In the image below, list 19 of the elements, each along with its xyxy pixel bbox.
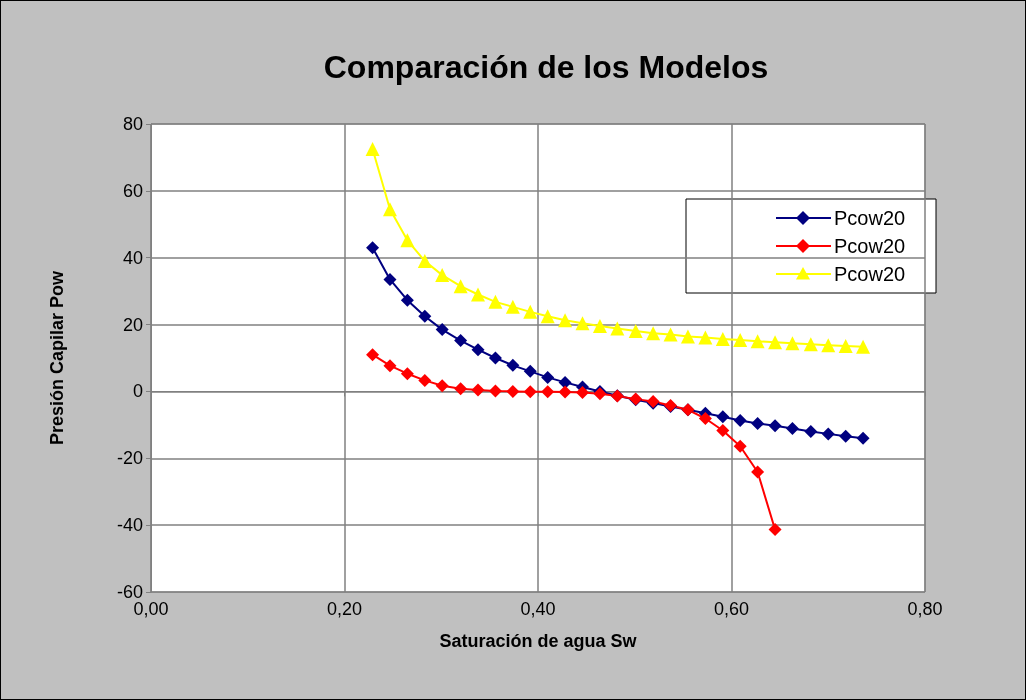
y-tick-label: 80 — [122, 114, 143, 134]
y-tick-label: -20 — [116, 448, 143, 469]
y-axis-title: Presión Capilar Pow — [47, 269, 67, 446]
y-tick-label: 40 — [122, 247, 143, 268]
x-axis-title: Saturación de agua Sw — [439, 631, 638, 651]
chart-title: Comparación de los Modelos — [323, 49, 769, 85]
legend-label: Pcow20 — [834, 207, 906, 229]
y-tick-label: 20 — [122, 314, 143, 335]
legend-label: Pcow20 — [834, 235, 906, 257]
legend-label: Pcow20 — [834, 263, 906, 285]
y-tick-label: 0 — [132, 381, 143, 402]
x-tick-label: 0,00 — [133, 599, 169, 619]
y-tick-label: -60 — [116, 582, 143, 602]
y-tick-label: 60 — [122, 180, 143, 201]
x-tick-label: 0,40 — [520, 599, 556, 619]
y-tick-label: -40 — [116, 515, 143, 536]
x-tick-label: 0,80 — [907, 599, 943, 619]
x-tick-label: 0,60 — [713, 599, 750, 619]
x-tick-label: 0,20 — [326, 599, 363, 619]
